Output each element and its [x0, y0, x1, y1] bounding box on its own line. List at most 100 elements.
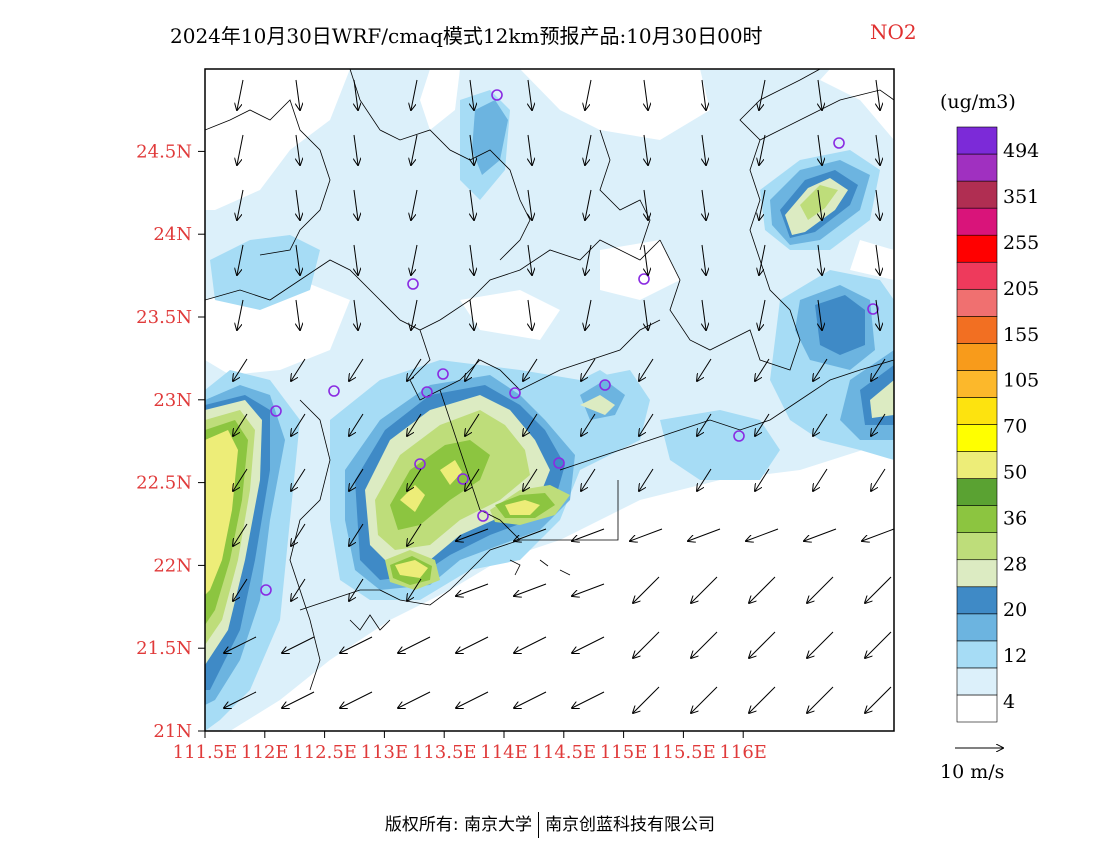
colorbar-swatch — [956, 397, 998, 425]
colorbar-swatch — [956, 667, 998, 696]
wind-arrow — [759, 299, 766, 330]
wind-arrow — [233, 523, 248, 546]
wind-arrow — [411, 244, 418, 275]
wind-arrow — [688, 528, 721, 541]
wind-arrow — [818, 79, 822, 110]
copyright-text: 版权所有: 南京大学 — [384, 815, 533, 835]
x-tick-label: 111.5E — [173, 742, 238, 763]
station-marker — [491, 89, 503, 101]
wind-arrow — [585, 189, 592, 220]
wind-arrow — [871, 468, 886, 491]
colorbar-swatch — [956, 153, 998, 182]
wind-arrow — [456, 583, 489, 596]
colorbar-swatch — [956, 451, 998, 479]
colorbar-label: 36 — [1003, 507, 1027, 529]
wind-arrow — [804, 528, 837, 541]
wind-arrow — [470, 299, 474, 330]
wind-arrow — [871, 413, 886, 436]
wind-arrow — [514, 636, 547, 653]
wind-arrow — [237, 79, 244, 110]
wind-arrow — [407, 578, 422, 601]
wind-arrow — [639, 413, 654, 436]
wind-arrow — [759, 189, 766, 220]
colorbar-label: 50 — [1003, 462, 1027, 484]
wind-arrow — [411, 299, 418, 330]
wind-arrow — [237, 299, 244, 330]
y-tick-label: 23N — [153, 390, 192, 411]
x-tick-label: 114E — [480, 742, 528, 763]
station-marker — [328, 385, 340, 397]
station-marker — [477, 510, 489, 522]
wind-arrow — [572, 528, 605, 541]
wind-arrow — [224, 636, 257, 653]
wind-arrow — [746, 528, 779, 541]
wind-arrow — [697, 358, 712, 381]
wind-arrow — [585, 244, 592, 275]
footer-separator — [538, 812, 540, 838]
wind-arrow — [585, 299, 592, 330]
wind-arrow — [572, 583, 605, 596]
wind-arrow — [465, 358, 480, 381]
wind-arrow — [282, 636, 315, 653]
wind-arrow — [702, 189, 706, 220]
wind-arrow — [291, 358, 306, 381]
colorbar-swatch — [956, 207, 998, 236]
wind-arrow — [702, 244, 706, 275]
x-tick-label: 116E — [719, 742, 767, 763]
wind-arrow — [755, 468, 770, 491]
wind-arrow — [291, 523, 306, 546]
x-tick-label: 115E — [600, 742, 648, 763]
colorbar-labels: 4 12 20 28 36 50 70 105 155 205 255 351 494 — [1003, 140, 1039, 713]
wind-arrow — [470, 189, 474, 220]
wind-arrow — [340, 691, 373, 708]
wind-arrow — [585, 134, 592, 165]
wind-arrow — [862, 528, 895, 541]
wind-arrow — [697, 468, 712, 491]
wind-arrow — [514, 583, 547, 596]
wind-arrow — [528, 134, 532, 165]
colorbar-swatch — [956, 640, 998, 669]
wind-arrow — [354, 299, 358, 330]
wind-arrow — [818, 244, 822, 275]
wind-arrow — [691, 686, 718, 713]
wind-arrow — [818, 189, 822, 220]
wind-arrow — [691, 576, 718, 603]
station-marker — [437, 368, 449, 380]
colorbar-label: 105 — [1003, 370, 1039, 392]
wind-arrow — [818, 134, 822, 165]
wind-arrow — [407, 413, 422, 436]
wind-arrow — [291, 468, 306, 491]
wind-arrow — [296, 189, 300, 220]
wind-arrow — [470, 79, 474, 110]
wind-arrow — [749, 631, 776, 658]
wind-arrow — [456, 528, 489, 541]
wind-legend-label: 10 m/s — [940, 761, 1004, 783]
y-tick-label: 24N — [153, 224, 192, 245]
y-tick-label: 22N — [153, 555, 192, 576]
company-text: 南京创蓝科技有限公司 — [545, 815, 716, 835]
title-text: 2024年10月30日WRF/cmaq模式12km预报产品:10月30日00时 — [170, 24, 763, 48]
y-tick-label: 23.5N — [136, 307, 192, 328]
boundary-lines — [205, 69, 894, 691]
wind-arrow — [528, 299, 532, 330]
wind-arrow — [470, 244, 474, 275]
wind-arrow — [581, 358, 596, 381]
colorbar-unit: (ug/m3) — [940, 91, 1016, 113]
wind-arrow — [702, 79, 706, 110]
colorbar-label: 12 — [1003, 645, 1027, 667]
colorbar-swatch — [956, 343, 998, 371]
station-marker — [833, 137, 845, 149]
wind-arrow — [644, 244, 648, 275]
station-marker — [407, 278, 419, 290]
wind-arrow — [876, 189, 880, 220]
y-tick-label: 21.5N — [136, 638, 192, 659]
wind-arrow — [644, 189, 648, 220]
wind-arrow — [749, 576, 776, 603]
colorbar-swatch — [956, 424, 998, 452]
wind-arrow — [411, 79, 418, 110]
station-marker — [867, 303, 879, 315]
colorbar-swatch — [956, 559, 998, 588]
station-markers — [260, 89, 879, 596]
wind-arrow — [876, 134, 880, 165]
